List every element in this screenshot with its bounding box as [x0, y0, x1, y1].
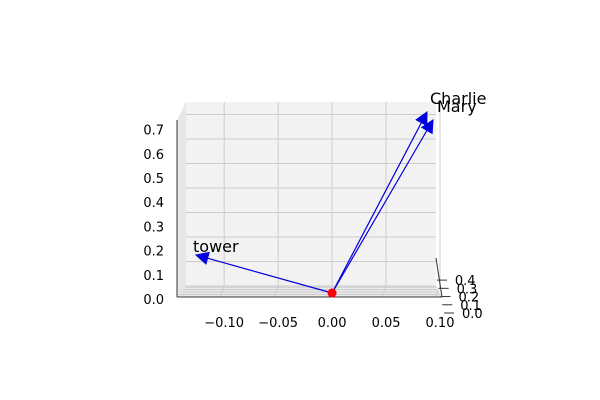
- vector-label: Mary: [437, 97, 477, 116]
- z-tick-label: 0.1: [143, 269, 164, 284]
- back-pane: [186, 102, 436, 286]
- vector-arrowhead: [194, 251, 210, 265]
- z-tick-label: 0.2: [143, 245, 164, 260]
- vector-line: [331, 122, 422, 294]
- x-tick-label: −0.10: [204, 316, 244, 331]
- z-tick-label: 0.4: [143, 196, 164, 211]
- x-tick-label: −0.05: [258, 316, 298, 331]
- gridlines: [177, 102, 442, 298]
- z-tick-label: 0.7: [143, 124, 164, 139]
- z-tick-label: 0.3: [143, 220, 164, 235]
- y-tick-label: 0.2: [458, 291, 479, 306]
- axis-panes: [177, 102, 442, 297]
- x-tick-label: 0.00: [318, 316, 347, 331]
- x-floor-gridline: [219, 285, 225, 298]
- vectors: [194, 111, 434, 298]
- x-tick-label: 0.10: [426, 316, 455, 331]
- y-axis-line: [435, 257, 443, 298]
- x-floor-gridline: [273, 285, 279, 298]
- vector-arrowhead: [415, 111, 428, 127]
- y-tick-label: 0.3: [457, 282, 478, 297]
- y-tick-label: 0.1: [460, 299, 481, 314]
- vector-label: Charlie: [430, 89, 486, 108]
- z-tick-label: 0.0: [143, 293, 164, 308]
- z-tick-label: 0.5: [143, 172, 164, 187]
- y-tick-label: 0.0: [462, 307, 483, 322]
- side-pane: [177, 102, 186, 297]
- axis-lines: [176, 120, 443, 298]
- tick-labels: −0.10 −0.05 0.00 0.05 0.100.00.10.20.30.40.5…: [143, 124, 482, 331]
- x-floor-gridline: [381, 285, 387, 298]
- origin-point: [327, 288, 337, 298]
- vector-line: [331, 130, 428, 294]
- vector-label: tower: [193, 237, 239, 256]
- vector-arrowhead: [420, 119, 434, 135]
- z-tick-label: 0.6: [143, 148, 164, 163]
- y-tick-label: 0.4: [455, 274, 476, 289]
- vector-line: [207, 257, 333, 294]
- x-tick-label: 0.05: [372, 316, 401, 331]
